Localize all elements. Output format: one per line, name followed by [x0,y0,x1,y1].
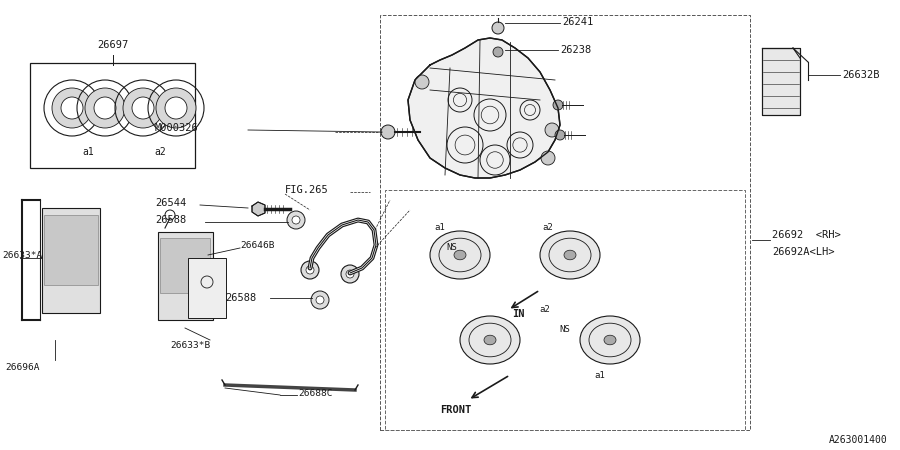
Text: a1: a1 [82,147,94,157]
Circle shape [311,291,329,309]
Ellipse shape [430,231,490,279]
Bar [30,63,195,168]
Circle shape [381,125,395,139]
Circle shape [341,265,359,283]
Text: 26241: 26241 [562,17,593,27]
Bar [385,190,745,430]
Ellipse shape [564,250,576,260]
Ellipse shape [540,231,600,279]
Text: a1: a1 [595,370,606,379]
Circle shape [156,88,196,128]
Ellipse shape [580,316,640,364]
Text: 26588: 26588 [155,215,186,225]
Circle shape [94,97,116,119]
Circle shape [555,130,565,140]
Text: FIG.265: FIG.265 [285,185,328,195]
Text: FRONT: FRONT [440,405,472,415]
Text: 26544: 26544 [155,198,186,208]
Text: IN: IN [512,309,525,319]
Text: 26588: 26588 [225,293,256,303]
Bar [188,258,226,318]
Circle shape [493,47,503,57]
Text: 26633*B: 26633*B [170,341,211,350]
Circle shape [123,88,163,128]
Circle shape [132,97,154,119]
Ellipse shape [484,335,496,345]
Circle shape [85,88,125,128]
Circle shape [61,97,83,119]
Text: 26633*A: 26633*A [2,252,42,261]
Text: a2: a2 [543,224,553,233]
Circle shape [492,22,504,34]
Text: A263001400: A263001400 [829,435,888,445]
Text: 26692A<LH>: 26692A<LH> [772,247,834,257]
Text: 26692  <RH>: 26692 <RH> [772,230,841,240]
Bar [380,15,750,430]
Ellipse shape [460,316,520,364]
Polygon shape [762,48,800,115]
Text: a2: a2 [154,147,166,157]
Circle shape [287,211,305,229]
Text: NS: NS [446,243,457,252]
Text: NS: NS [560,325,571,334]
Text: M000326: M000326 [155,123,199,133]
Text: 26696A: 26696A [5,364,40,373]
Bar [158,232,213,320]
Bar [44,215,98,285]
Text: 26632B: 26632B [842,70,879,80]
Text: 26238: 26238 [560,45,591,55]
Text: a1: a1 [435,224,446,233]
Circle shape [346,270,354,278]
Bar [160,238,210,293]
Circle shape [541,151,555,165]
Circle shape [545,123,559,137]
Circle shape [292,216,300,224]
Bar [42,208,100,313]
Circle shape [553,100,563,110]
Circle shape [52,88,92,128]
Text: 26646B: 26646B [240,242,274,251]
Text: a2: a2 [540,306,551,315]
Circle shape [301,261,319,279]
Circle shape [316,296,324,304]
Text: 26688C: 26688C [298,390,332,399]
Circle shape [306,266,314,274]
Ellipse shape [604,335,616,345]
Polygon shape [408,38,560,178]
Polygon shape [252,202,265,216]
Ellipse shape [454,250,466,260]
Text: 26697: 26697 [97,40,129,50]
Circle shape [415,75,429,89]
Circle shape [165,97,187,119]
